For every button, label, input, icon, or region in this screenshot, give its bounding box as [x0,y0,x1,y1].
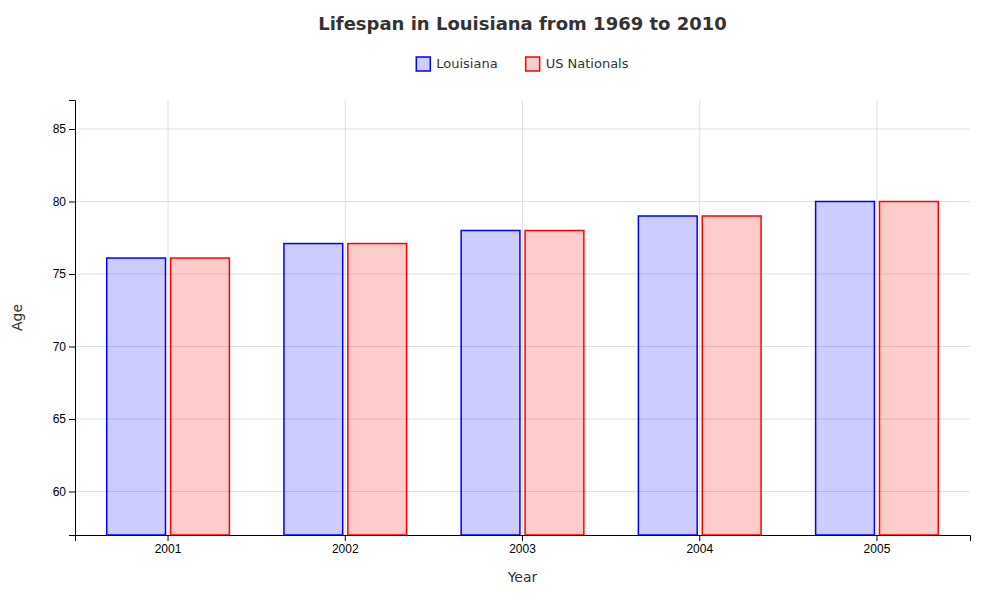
tick-mark [69,274,75,275]
tick-label: 60 [53,485,67,499]
tick: 2001 [155,535,182,556]
tick: 2005 [864,535,891,556]
tick-mark [69,492,75,493]
bars [107,202,939,536]
tick: 70 [53,340,75,354]
tick-mark [69,202,75,203]
x-axis: 2001 2002 2003 2004 2005 [76,535,971,556]
y-axis: 60 65 70 75 80 85 [53,101,76,536]
tick-label: 65 [53,412,67,426]
tick: 80 [53,195,75,209]
tick: 60 [53,485,75,499]
title: Lifespan in Louisiana from 1969 to 2010 [318,13,727,34]
bar [525,231,584,536]
series [171,202,939,536]
tick-label: 75 [53,267,67,281]
chart: 2001 2002 2003 2004 2005 60 65 70 75 80 85 Lifespan… [0,0,1000,600]
plot: 2001 2002 2003 2004 2005 60 65 70 75 80 85 [53,100,971,556]
series [107,202,875,536]
tick-label: 85 [53,122,67,136]
bar [880,202,939,536]
tick: 2003 [509,535,536,556]
grid-line [699,100,700,535]
tick-mark [168,535,169,541]
axis-line [69,101,76,536]
grid [75,100,970,535]
legend-label: Louisiana [436,56,497,71]
bar [348,244,407,535]
tick-label: 2002 [332,542,359,556]
tick-label: 70 [53,340,67,354]
axis-line [76,536,971,542]
bar [816,202,875,536]
tick-mark [69,129,75,130]
tick: 85 [53,122,75,136]
tick: 75 [53,267,75,281]
bar [461,231,520,536]
tick: 65 [53,412,75,426]
tick-label: 2001 [155,542,182,556]
legend-swatch [416,57,430,71]
tick-mark [522,535,523,541]
grid-line [522,100,523,535]
tick-mark [69,347,75,348]
grid-line [168,100,169,535]
tick-mark [876,535,877,541]
bar [107,258,166,535]
bar [638,216,697,535]
tick-label: 2003 [509,542,536,556]
tick: 2002 [332,535,359,556]
tick-label: 2004 [686,542,713,556]
legend-label: US Nationals [546,56,629,71]
tick-mark [69,419,75,420]
grid-line [345,100,346,535]
legend-swatch [526,57,540,71]
y-axis-title: Age [9,304,25,331]
legend-item: US Nationals [526,56,629,71]
tick-mark [345,535,346,541]
grid-line [876,100,877,535]
tick-label: 2005 [864,542,891,556]
tick-label: 80 [53,195,67,209]
tick: 2004 [686,535,713,556]
tick-mark [699,535,700,541]
legend: Louisiana US Nationals [416,56,628,71]
x-axis-title: Year [507,569,538,585]
bar [284,244,343,535]
legend-item: Louisiana [416,56,497,71]
bar [171,258,230,535]
bar [702,216,761,535]
